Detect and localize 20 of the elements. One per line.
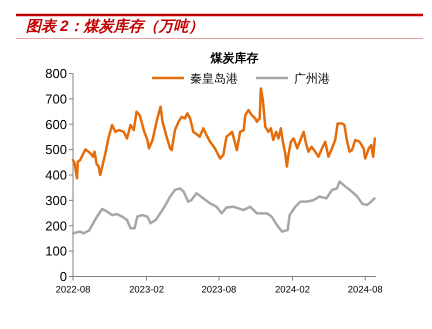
- y-tick-label: 300: [45, 192, 67, 208]
- legend-label: 秦皇岛港: [190, 72, 238, 86]
- legend-label: 广州港: [294, 72, 330, 86]
- x-tick-label: 2023-02: [129, 284, 164, 296]
- x-tick-label: 2023-08: [201, 284, 236, 296]
- y-tick-label: 0: [60, 269, 67, 284]
- y-tick-label: 700: [45, 91, 67, 106]
- x-tick-label: 2022-08: [56, 284, 90, 296]
- line-series: [72, 87, 376, 180]
- chart-title: 图表 2：煤炭库存（万吨）: [26, 17, 204, 35]
- chart-subtitle: 煤炭库存: [210, 51, 258, 65]
- x-tick-label: 2024-02: [275, 284, 310, 296]
- y-tick-label: 400: [45, 168, 67, 182]
- y-tick-label: 800: [45, 66, 67, 81]
- line-series: [72, 180, 376, 235]
- x-tick-label: 2024-08: [348, 284, 383, 296]
- y-tick-label: 500: [45, 142, 67, 158]
- y-tick-label: 200: [45, 218, 67, 234]
- y-tick-label: 600: [45, 116, 67, 132]
- y-tick-label: 100: [45, 244, 67, 259]
